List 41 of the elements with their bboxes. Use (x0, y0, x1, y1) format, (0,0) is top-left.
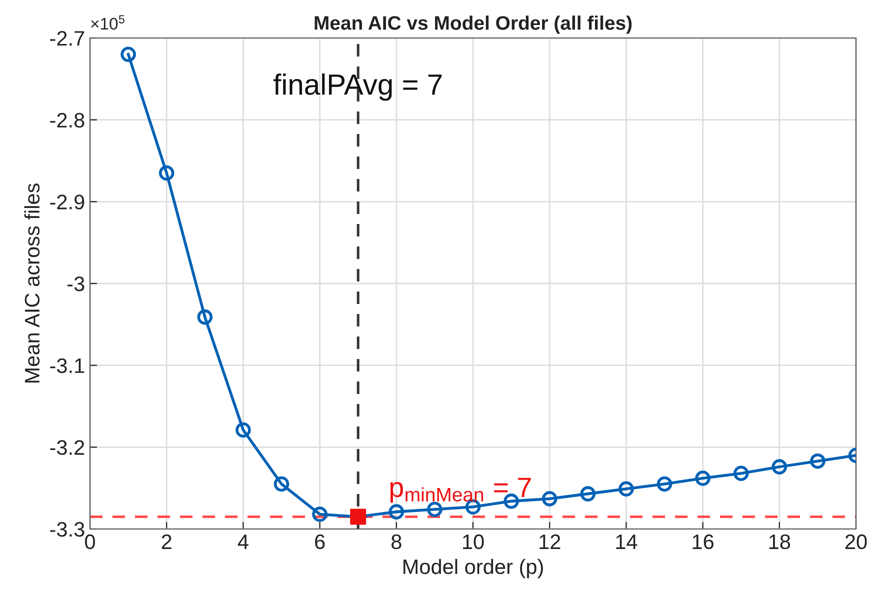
x-tick-label: 14 (616, 534, 638, 549)
ref-line-label: finalPAvg = 7 (274, 74, 442, 101)
y-tick-label: -3.2 (50, 440, 84, 455)
y-tick-label: -2.8 (50, 112, 84, 128)
chart-title: Mean AIC vs Model Order (all files) (314, 16, 632, 34)
y-tick-label: -2.9 (50, 194, 84, 210)
point (274, 476, 290, 492)
x-tick-label: 16 (692, 534, 714, 550)
point (695, 470, 710, 486)
point (542, 491, 558, 506)
point (158, 165, 174, 181)
point (580, 486, 596, 502)
x-axis-title: Model order (p) (404, 558, 543, 578)
y-tick-label: -3.3 (50, 522, 84, 537)
point (236, 422, 251, 438)
annotation: p$_{minMean}$ = 7 (390, 478, 531, 503)
y-axis-title: Mean AIC across files (24, 184, 40, 383)
point (618, 481, 634, 497)
point (810, 453, 826, 469)
point (120, 46, 136, 62)
x-tick-label: 18 (769, 534, 790, 550)
point (312, 506, 328, 522)
point (197, 309, 213, 325)
y-tick-label: -2.7 (50, 31, 84, 46)
x-tick-label: 2 (162, 534, 172, 549)
point (504, 494, 519, 509)
point (656, 476, 672, 492)
x-tick-label: 4 (238, 534, 248, 549)
point (733, 466, 749, 481)
point (388, 504, 404, 520)
text: ×10$^{5}$ (91, 15, 124, 30)
point (427, 502, 442, 517)
y-tick-label: -3 (68, 276, 84, 292)
x-tick-label: 0 (85, 534, 95, 550)
y-tick-label: -3.1 (50, 358, 84, 374)
x-tick-label: 12 (540, 534, 560, 549)
x-tick-label: 20 (845, 534, 867, 550)
point (772, 459, 788, 474)
x-tick-label: 6 (315, 534, 325, 550)
x-tick-label: 10 (463, 534, 484, 550)
x-tick-label: 8 (392, 534, 402, 550)
